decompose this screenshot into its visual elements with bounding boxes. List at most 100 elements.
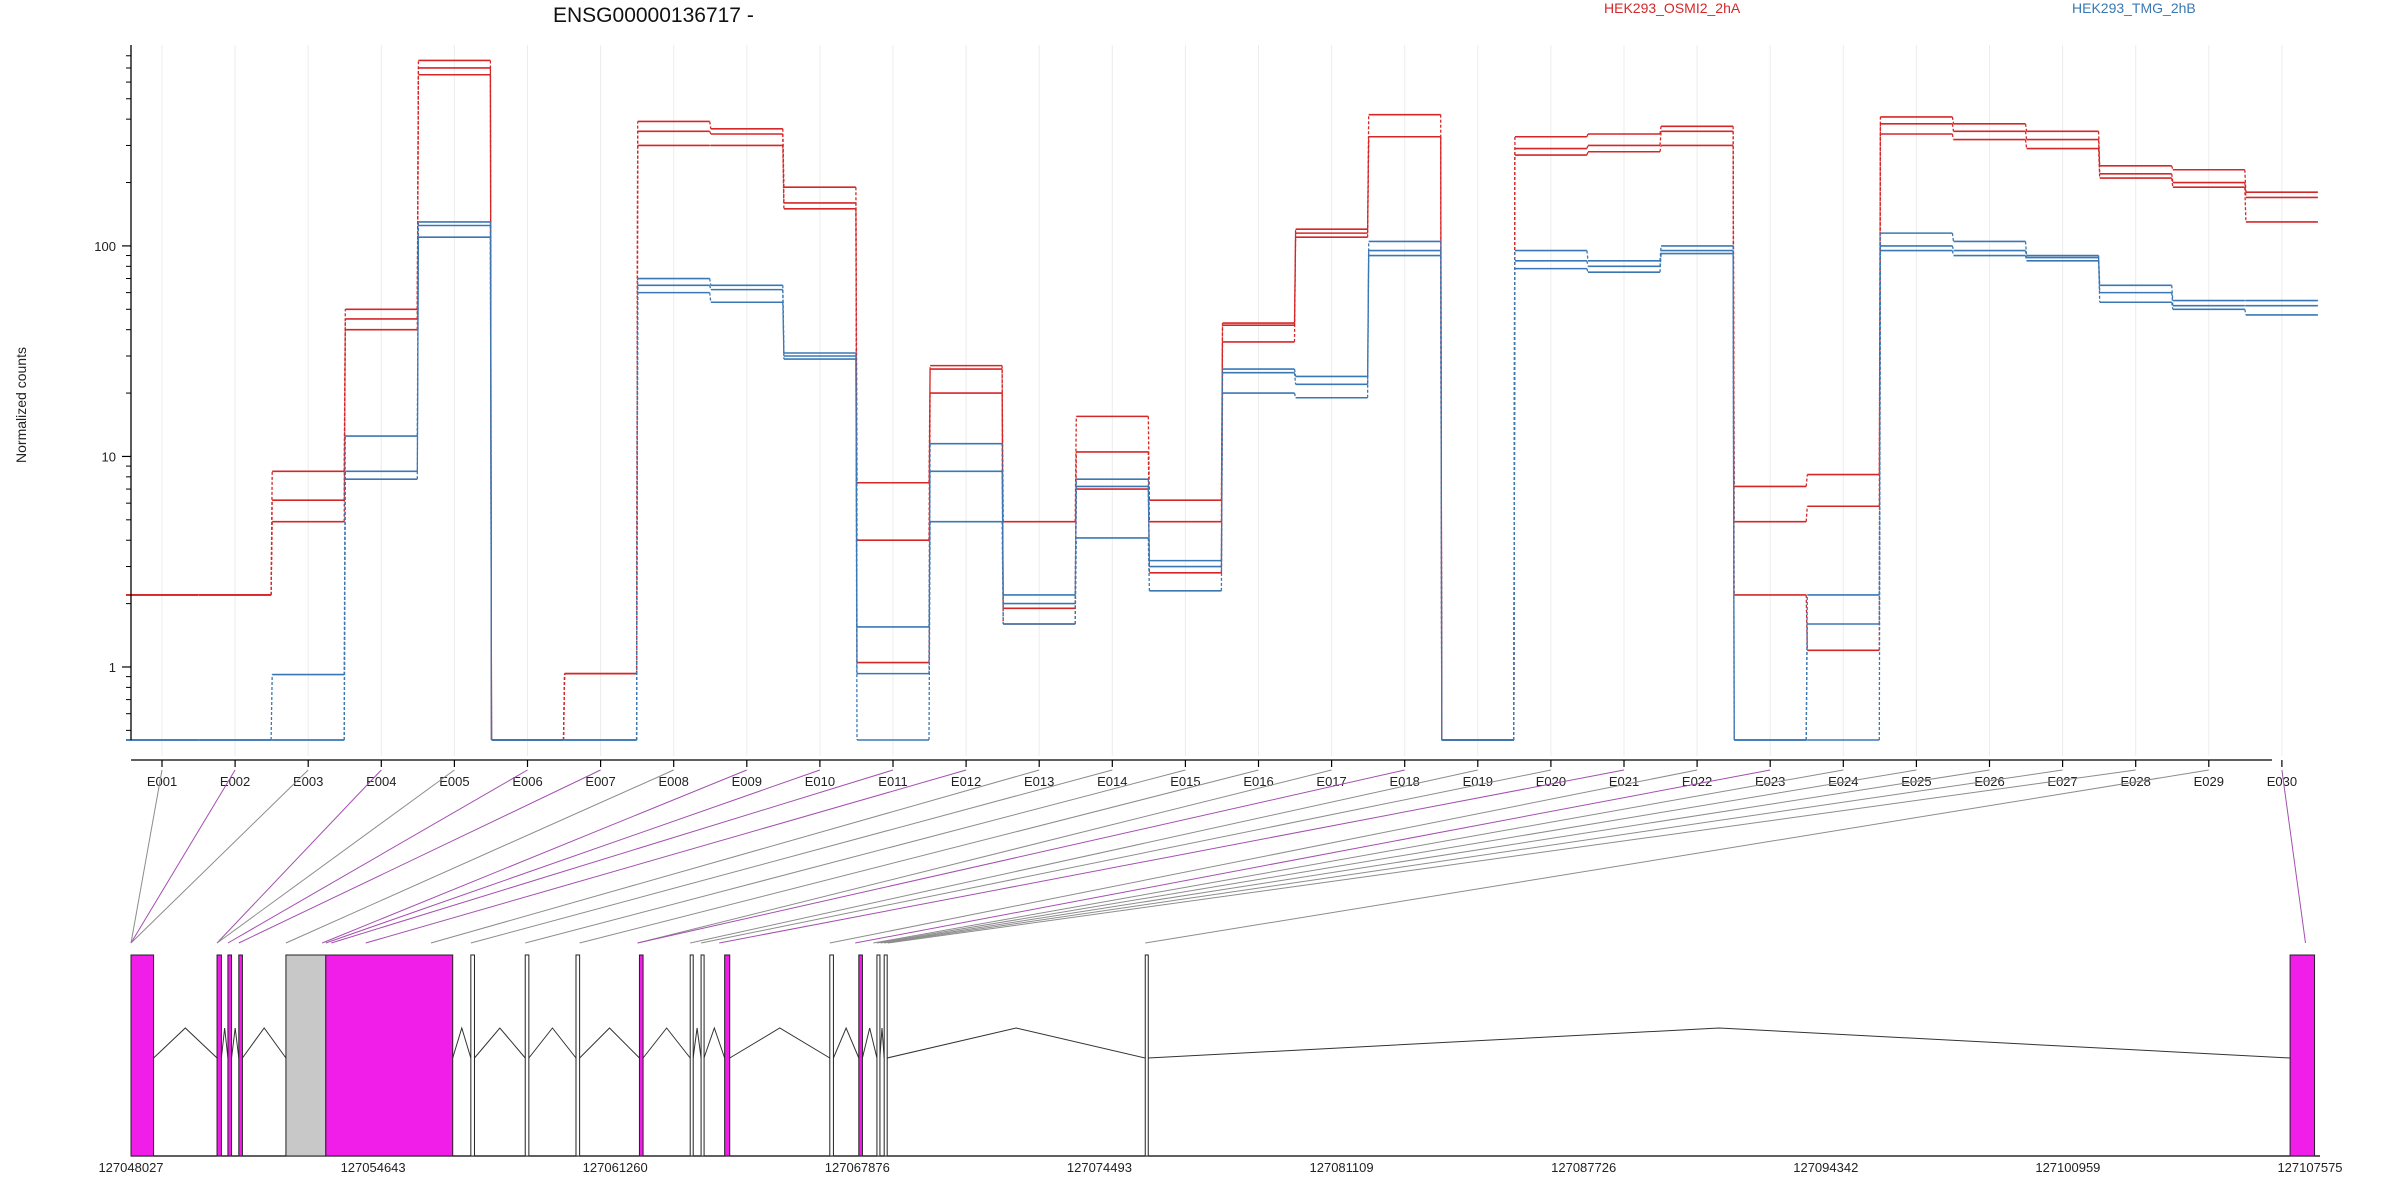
series-connector — [1805, 624, 1808, 741]
intron-line — [231, 1027, 240, 1059]
exon-block — [689, 954, 694, 1157]
exon-block — [285, 954, 327, 1157]
x-tick-label: E030 — [2267, 774, 2297, 789]
coordinate-label: 127087726 — [1551, 1160, 1616, 1175]
exon-connector — [873, 769, 1844, 944]
exon-block — [876, 954, 881, 1157]
exon-connector — [470, 769, 1113, 944]
series-connector — [1586, 260, 1589, 267]
y-tick-label: 100 — [94, 239, 116, 254]
series-connector — [416, 237, 420, 480]
series-connector — [855, 355, 858, 674]
x-tick-label: E026 — [1974, 774, 2004, 789]
series-connector — [1805, 506, 1808, 522]
series-connector — [562, 673, 566, 741]
exon-connector — [637, 769, 1405, 944]
gene-model: 127048027 127054643 127061260 127067876 1270… — [98, 954, 2343, 1175]
exon-block — [130, 954, 155, 1157]
series-connector — [1074, 486, 1077, 604]
series-connector — [1220, 393, 1224, 591]
series-connector — [2244, 187, 2247, 222]
x-tick-label: E002 — [220, 774, 250, 789]
coordinate-label: 127067876 — [825, 1160, 890, 1175]
exon-connector — [285, 769, 674, 944]
series-connector — [1586, 250, 1589, 261]
series-connector — [2097, 139, 2101, 174]
series-connector — [2244, 169, 2247, 193]
series-connector — [343, 329, 346, 522]
exon-block — [325, 954, 454, 1157]
y-axis: 1 10 100 — [94, 45, 132, 740]
exon-block — [829, 954, 834, 1157]
series-connector — [343, 479, 346, 741]
series-connector — [1805, 474, 1808, 487]
chart-title: ENSG00000136717 - — [553, 4, 754, 27]
series-connector — [489, 237, 493, 741]
exon-connector — [1145, 769, 2209, 944]
intron-line — [452, 1026, 472, 1059]
series-connector — [782, 145, 785, 209]
y-tick-label: 1 — [109, 660, 116, 675]
exon-connector — [130, 769, 163, 944]
coordinate-label: 127054643 — [341, 1160, 406, 1175]
intron-line — [642, 1027, 691, 1059]
x-tick-label: E014 — [1097, 774, 1127, 789]
intron-line — [528, 1027, 577, 1059]
exon-connector — [880, 769, 1990, 944]
series-connector — [1293, 237, 1297, 342]
exon-block — [2289, 954, 2316, 1157]
coordinate-label: 127048027 — [98, 1160, 163, 1175]
series-connector — [2171, 177, 2174, 188]
exon-block — [700, 954, 705, 1157]
exon-connector — [130, 769, 309, 944]
series-connector — [1366, 136, 1370, 238]
series-connector — [1074, 416, 1077, 522]
series-connector — [1001, 521, 1004, 625]
x-tick-label: E012 — [951, 774, 981, 789]
series-connector — [2024, 139, 2028, 149]
coordinate-label: 127100959 — [2035, 1160, 2100, 1175]
series-connector — [1366, 255, 1370, 398]
intron-line — [1148, 1027, 2291, 1059]
exon-block — [1144, 954, 1149, 1157]
series-connector — [1732, 250, 1735, 741]
series-connector — [1586, 133, 1589, 137]
intron-line — [886, 1027, 1146, 1059]
series-connector — [2024, 255, 2028, 261]
series-connector — [2024, 250, 2028, 258]
plot-lines — [126, 59, 2318, 741]
series-connector — [270, 521, 273, 595]
series-connector — [2097, 260, 2101, 303]
series-connector — [2244, 309, 2247, 316]
intron-line — [861, 1027, 878, 1059]
series-connector — [1951, 123, 1955, 132]
series-connector — [1659, 253, 1662, 273]
series-connector — [635, 292, 639, 741]
legend-entry-osmi2: HEK293_OSMI2_2hA — [1604, 0, 1741, 16]
exon-connector — [884, 769, 2063, 944]
series-connector — [1074, 537, 1077, 625]
series-connector — [2171, 165, 2174, 170]
intron-line — [153, 1027, 218, 1059]
series-connector — [1732, 253, 1735, 741]
exon-connector — [216, 769, 455, 944]
series-connector — [1951, 133, 1955, 140]
exon-connector — [365, 769, 967, 944]
exon-connector — [829, 769, 1698, 944]
series-connector — [1440, 255, 1443, 741]
series-connector — [1659, 250, 1662, 267]
series-connector — [855, 359, 858, 741]
exon-block — [575, 954, 581, 1157]
exon-connector — [331, 769, 894, 944]
x-tick-label: E001 — [147, 774, 177, 789]
exon-connector — [700, 769, 1551, 944]
x-tick-label: E006 — [512, 774, 542, 789]
x-tick-label: E016 — [1243, 774, 1273, 789]
vertical-gridlines — [161, 45, 2283, 756]
series-connector — [709, 292, 712, 303]
exon-connector — [130, 769, 236, 944]
exon-connector — [579, 769, 1259, 944]
exon-connector — [887, 769, 2136, 944]
intron-line — [474, 1027, 526, 1059]
x-tick-label: E010 — [805, 774, 835, 789]
